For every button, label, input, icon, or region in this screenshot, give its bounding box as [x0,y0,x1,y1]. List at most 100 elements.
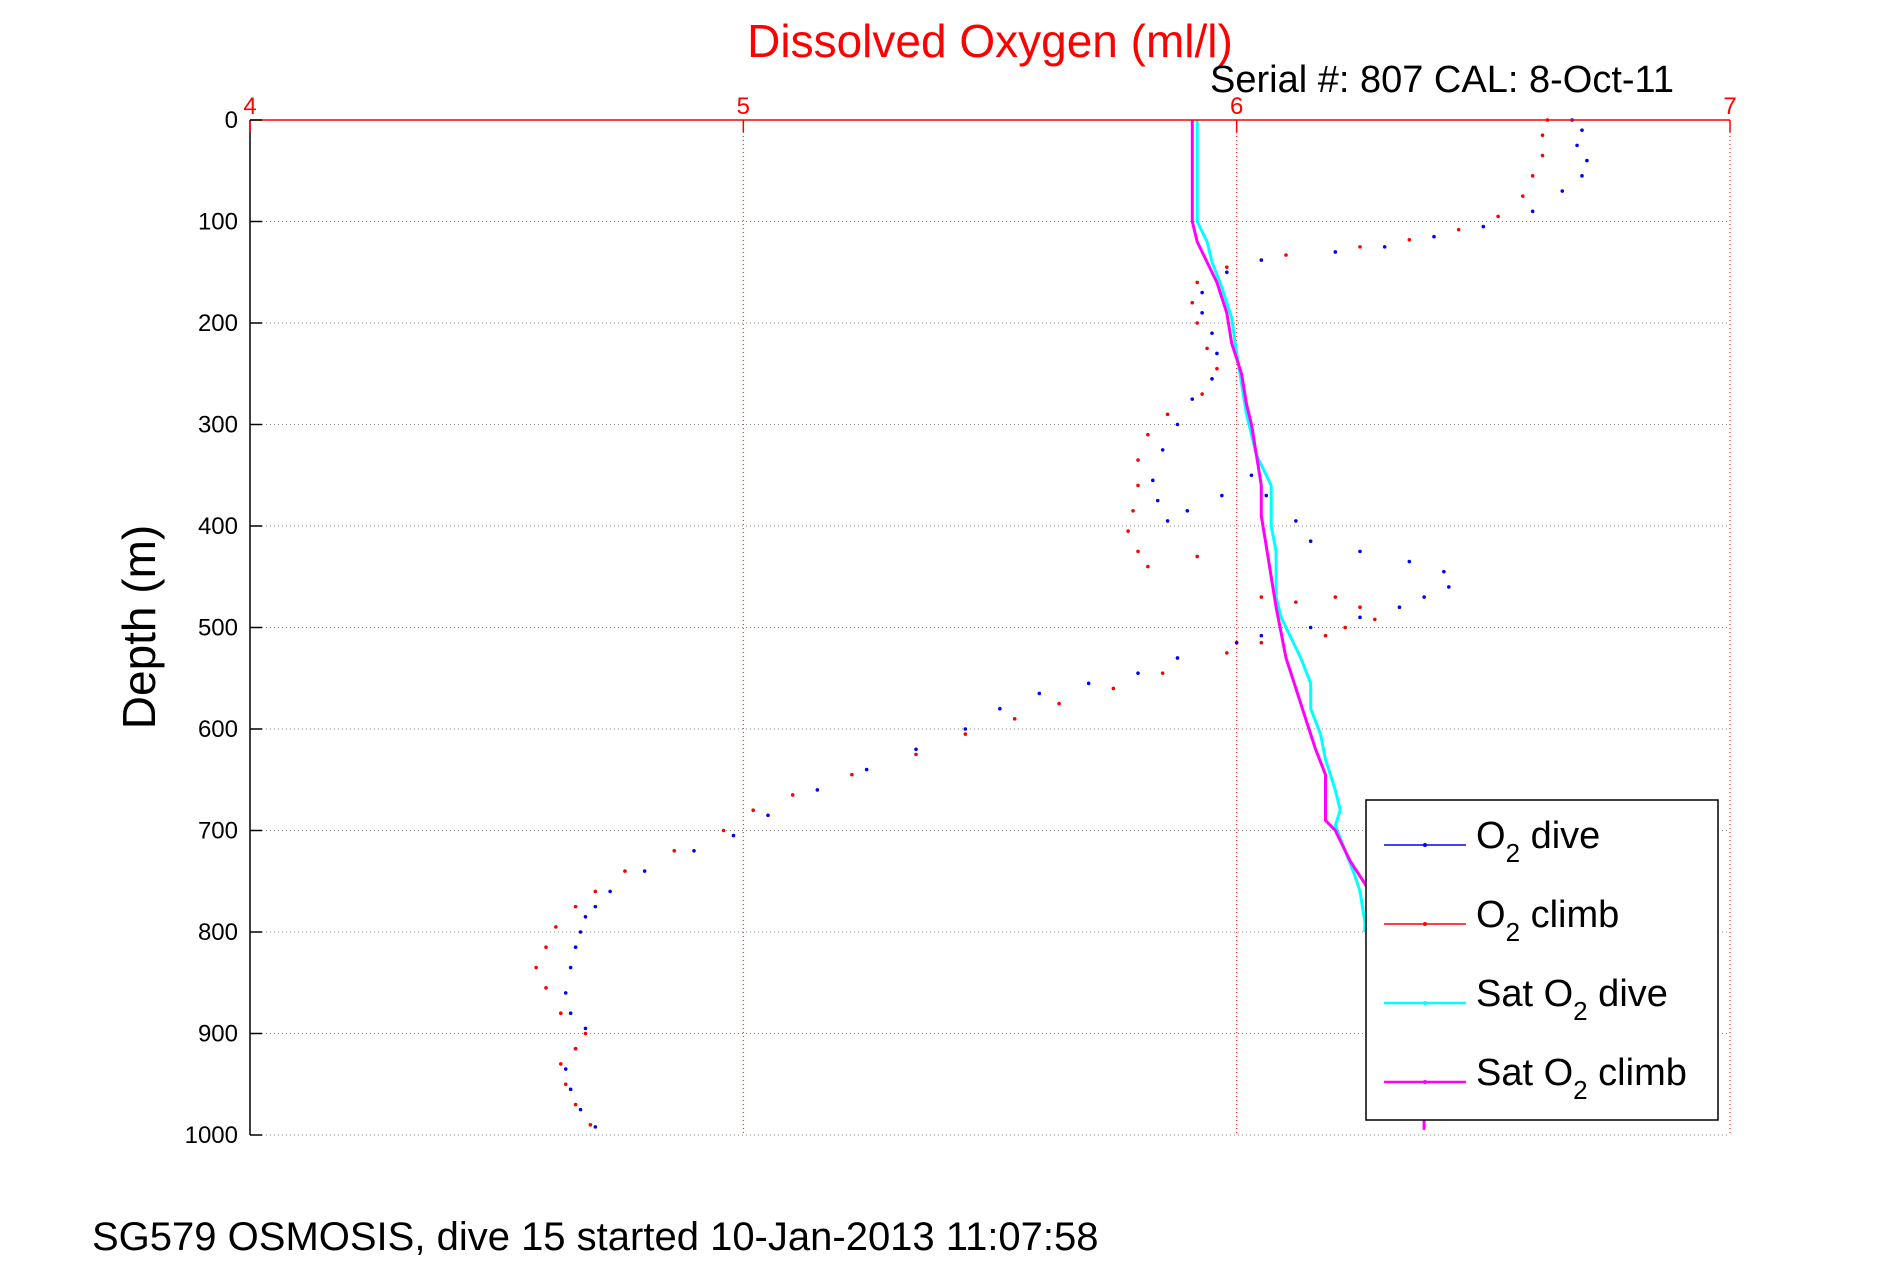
data-point [998,706,1002,711]
data-point [1358,605,1362,609]
data-point [692,849,696,853]
data-point [1210,331,1214,335]
data-point [1284,253,1288,257]
data-point [588,1123,593,1127]
data-point [1126,529,1130,533]
chart-title: Dissolved Oxygen (ml/l) [747,15,1233,67]
data-point [1422,595,1426,599]
y-tick-label: 0 [225,107,238,134]
series-line [1195,120,1367,932]
y-tick-label: 1000 [185,1122,238,1149]
data-point [544,945,548,950]
data-point [1442,569,1446,574]
data-point [1294,519,1298,523]
data-point [573,1046,578,1051]
data-point [751,808,755,812]
data-point [963,727,968,731]
data-point [1575,143,1579,148]
data-point [1496,214,1500,219]
data-point [554,925,558,929]
y-tick-label: 700 [198,818,238,845]
data-point [1432,234,1436,239]
x-tick-label: 5 [737,93,750,120]
data-point [1580,174,1584,178]
data-point [1540,153,1545,158]
legend-label: Sat O2 climb [1476,1052,1687,1105]
data-point [1259,633,1264,638]
y-tick-label: 800 [198,919,238,946]
data-point [1308,539,1313,544]
legend-marker [1423,1080,1427,1084]
data-point [573,904,578,909]
legend-label: O2 climb [1476,894,1619,947]
data-point [672,849,677,853]
data-point [914,752,918,757]
legend-marker [1423,922,1427,926]
data-point [1111,686,1116,691]
data-point [1057,701,1061,706]
data-point [578,1107,583,1112]
data-point [1308,625,1313,630]
data-point [642,869,647,873]
legend-marker [1423,1001,1427,1005]
data-point [573,945,578,950]
data-point [1382,245,1387,249]
data-point [1086,681,1091,686]
grid-lines [250,120,1730,1135]
y-tick-label: 200 [198,310,238,337]
data-point [568,965,573,970]
data-point [1259,640,1264,645]
y-tick-label: 500 [198,615,238,642]
data-point [1585,158,1589,163]
x-tick-label: 4 [243,93,256,120]
data-point [1294,600,1298,604]
y-tick-label: 900 [198,1021,238,1048]
legend-entry: Sat O2 dive [1384,973,1668,1026]
series-o2-dive [563,118,1589,1129]
data-point [1530,174,1535,178]
data-point [1481,224,1486,229]
data-point [563,991,568,995]
data-point [1323,633,1328,638]
data-point [534,965,538,970]
data-point [1037,691,1042,696]
data-point [963,732,968,736]
data-point [1146,432,1150,437]
data-point [1264,493,1269,498]
data-point [1560,189,1565,193]
data-point [1333,595,1338,599]
y-tick-label: 400 [198,513,238,540]
data-point [1136,458,1140,462]
data-point [1195,280,1199,285]
data-point [1195,554,1199,559]
data-point [1146,564,1150,569]
x-tick-label: 6 [1230,93,1243,120]
axes: 4 5 6 7 0 100 200 300 400 500 600 700 800 900 1000 [185,93,1737,1149]
data-point [1131,508,1135,513]
y-axis-label: Depth (m) [113,525,165,729]
data-point [563,1082,568,1087]
data-point [850,772,854,777]
data-point [1456,227,1461,232]
data-point [1234,640,1239,645]
data-point [1220,493,1224,498]
data-point [1190,300,1195,305]
legend-label: O2 dive [1476,815,1600,868]
data-point [1200,290,1204,295]
data-point [1343,625,1347,630]
legend-entry: Sat O2 climb [1384,1052,1687,1105]
data-point [864,767,869,772]
data-point [593,904,598,909]
legend-marker [1423,843,1427,847]
y-tick-label: 600 [198,716,238,743]
data-point [583,1031,588,1036]
data-point [559,1062,563,1066]
data-point [1215,351,1219,356]
series-sat-o2-dive [1195,120,1367,932]
data-point [1200,311,1204,315]
data-point [1136,549,1140,554]
y-tick-label: 100 [198,209,238,236]
data-point [1012,717,1017,721]
data-point [1225,265,1229,269]
data-point [593,889,598,894]
